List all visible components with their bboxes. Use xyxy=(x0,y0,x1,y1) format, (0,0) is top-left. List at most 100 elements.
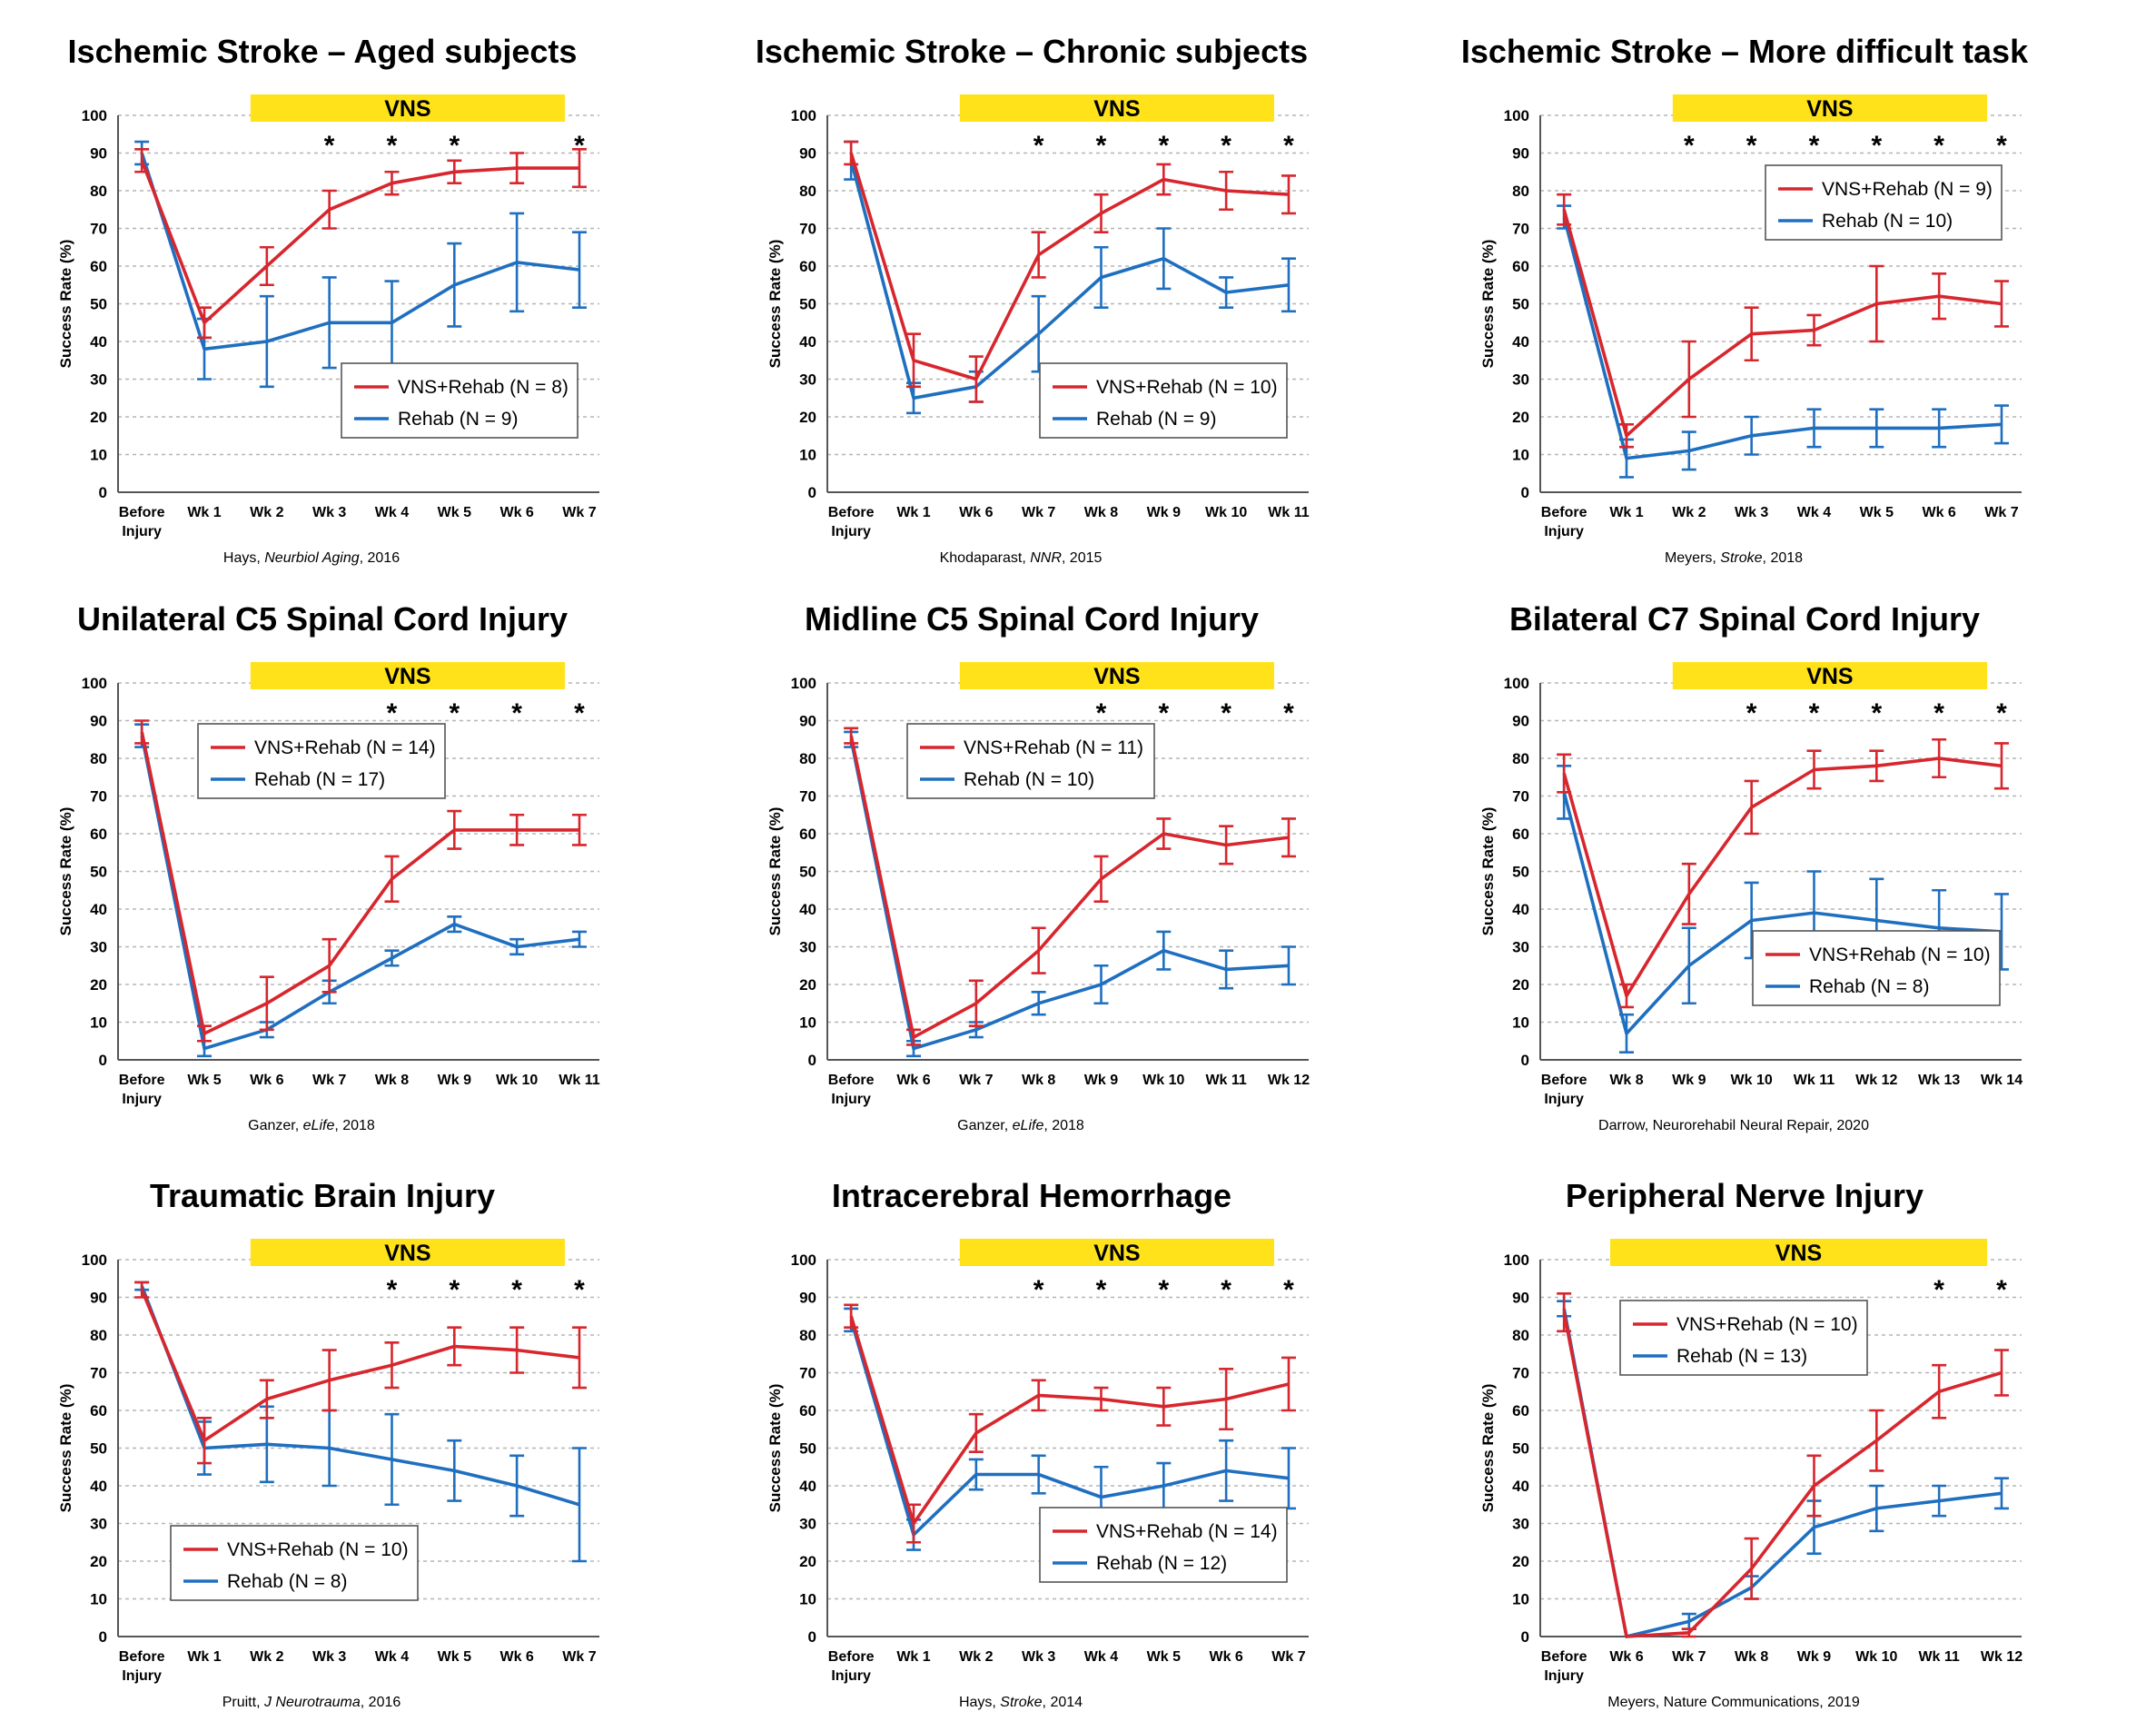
x-tick-line: Wk 12 xyxy=(1268,1073,1310,1088)
y-tick-label: 10 xyxy=(799,1591,816,1608)
significance-star: * xyxy=(1809,131,1820,161)
panel-8: Intracerebral Hemorrhage 0 10 20 30 40 50 60 70 8… xyxy=(766,1177,1309,1710)
series-vns-rehab xyxy=(844,140,1296,403)
y-tick-label: 100 xyxy=(1504,107,1529,124)
x-tick-line: Wk 9 xyxy=(438,1073,471,1088)
significance-star: * xyxy=(511,1275,522,1305)
x-tick-label: Wk 1 xyxy=(896,505,930,520)
legend-entry: Rehab (N = 10) xyxy=(1822,211,1953,232)
x-tick-label: Wk 9 xyxy=(1147,505,1181,520)
significance-star: * xyxy=(1283,698,1294,728)
x-tick-label: Wk 9 xyxy=(1084,1073,1118,1088)
legend: VNS+Rehab (N = 11) Rehab (N = 10) xyxy=(906,723,1155,799)
x-tick-label: Wk 3 xyxy=(1022,1649,1055,1665)
significance-star: * xyxy=(1933,1275,1944,1305)
x-tick-label: Before Injury xyxy=(119,1073,165,1107)
series-line xyxy=(140,1285,580,1507)
x-tick-label: Wk 2 xyxy=(250,1649,283,1665)
panel-title: Bilateral C7 Spinal Cord Injury xyxy=(1509,600,1980,638)
x-tick-line: Wk 5 xyxy=(187,1073,221,1088)
significance-star: * xyxy=(387,698,398,728)
y-tick-label: 100 xyxy=(1504,1251,1529,1269)
x-tick-label: Wk 7 xyxy=(1984,505,2018,520)
legend-entry: Rehab (N = 8) xyxy=(1809,976,1929,997)
citation-author: Hays, xyxy=(959,1695,1000,1710)
x-tick-line: Wk 6 xyxy=(499,1649,533,1665)
significance-star: * xyxy=(1096,131,1107,161)
x-tick-line: Wk 2 xyxy=(250,505,283,520)
x-tick-line: Wk 9 xyxy=(1147,505,1181,520)
y-tick-label: 50 xyxy=(1512,1440,1529,1458)
x-tick-label: Wk 2 xyxy=(250,505,283,520)
x-tick-label: Wk 9 xyxy=(1672,1073,1706,1088)
citation-author: Khodaparast, xyxy=(940,550,1031,566)
significance-star: * xyxy=(324,131,335,161)
legend-box xyxy=(1619,1300,1868,1376)
x-tick-line: Injury xyxy=(831,1668,871,1684)
x-tick-label: Wk 4 xyxy=(375,1649,409,1665)
significance-star: * xyxy=(574,698,585,728)
citation: Pruitt, J Neurotrauma, 2016 xyxy=(223,1695,401,1710)
citation-author: Darrow, Neurorehabil Neural Repair, 2020 xyxy=(1598,1118,1869,1133)
legend-entry: Rehab (N = 10) xyxy=(964,769,1094,790)
y-tick-label: 10 xyxy=(90,447,107,464)
x-tick-line: Wk 8 xyxy=(1735,1649,1768,1665)
vns-label: VNS xyxy=(384,664,430,689)
y-tick-label: 80 xyxy=(799,1327,816,1344)
x-tick-line: Wk 1 xyxy=(896,1649,930,1665)
y-axis-label: Success Rate (%) xyxy=(1479,1384,1497,1513)
y-tick-label: 40 xyxy=(799,333,816,351)
legend-box xyxy=(170,1525,419,1601)
y-tick-label: 70 xyxy=(90,221,107,238)
y-tick-label: 40 xyxy=(90,333,107,351)
citation-author: Hays, xyxy=(223,550,264,566)
y-tick-label: 0 xyxy=(808,1052,816,1069)
series-line xyxy=(140,152,580,351)
citation-journal: eLife xyxy=(303,1118,335,1133)
x-tick-line: Before xyxy=(119,1649,165,1665)
legend-box xyxy=(1765,164,2003,241)
x-tick-line: Wk 7 xyxy=(1271,1649,1305,1665)
x-tick-line: Wk 13 xyxy=(1918,1073,1960,1088)
y-tick-label: 90 xyxy=(799,1290,816,1307)
significance-star: * xyxy=(1996,698,2007,728)
x-tick-label: Wk 3 xyxy=(312,505,346,520)
legend-entry: VNS+Rehab (N = 9) xyxy=(1822,179,1993,200)
x-tick-label: Wk 4 xyxy=(1797,505,1831,520)
x-tick-line: Wk 10 xyxy=(1142,1073,1184,1088)
x-tick-line: Before xyxy=(1541,505,1587,520)
legend: VNS+Rehab (N = 10) Rehab (N = 8) xyxy=(170,1525,419,1601)
y-tick-label: 50 xyxy=(799,1440,816,1458)
citation: Meyers, Nature Communications, 2019 xyxy=(1607,1695,1860,1710)
y-tick-label: 40 xyxy=(799,1478,816,1495)
x-tick-label: Wk 6 xyxy=(250,1073,283,1088)
significance-star: * xyxy=(1809,698,1820,728)
x-tick-line: Wk 6 xyxy=(959,505,993,520)
series-line xyxy=(140,735,580,1051)
vns-bar xyxy=(250,662,565,689)
legend-entry: VNS+Rehab (N = 10) xyxy=(1676,1314,1858,1335)
y-tick-label: 30 xyxy=(799,939,816,956)
y-tick-label: 30 xyxy=(90,371,107,389)
y-tick-label: 90 xyxy=(90,713,107,730)
y-tick-label: 0 xyxy=(99,1628,107,1646)
legend: VNS+Rehab (N = 9) Rehab (N = 10) xyxy=(1765,164,2003,241)
y-tick-label: 0 xyxy=(99,1052,107,1069)
x-tick-label: Wk 10 xyxy=(1142,1073,1184,1088)
x-tick-line: Wk 14 xyxy=(1981,1073,2022,1088)
y-tick-label: 20 xyxy=(799,409,816,426)
series-rehab xyxy=(134,723,587,1058)
series-rehab xyxy=(134,1281,587,1563)
panel-title: Traumatic Brain Injury xyxy=(150,1177,495,1214)
citation-year: , 2018 xyxy=(334,1118,375,1133)
significance-star: * xyxy=(387,131,398,161)
significance-star: * xyxy=(1096,1275,1107,1305)
y-tick-label: 30 xyxy=(90,1516,107,1533)
citation-year: , 2016 xyxy=(360,550,401,566)
x-tick-label: Wk 10 xyxy=(1855,1649,1897,1665)
citation: Hays, Neurbiol Aging, 2016 xyxy=(223,550,400,566)
y-tick-label: 90 xyxy=(90,145,107,163)
series-vns-rehab xyxy=(844,727,1296,1046)
legend: VNS+Rehab (N = 10) Rehab (N = 13) xyxy=(1619,1300,1868,1376)
series-rehab xyxy=(1557,204,2009,479)
